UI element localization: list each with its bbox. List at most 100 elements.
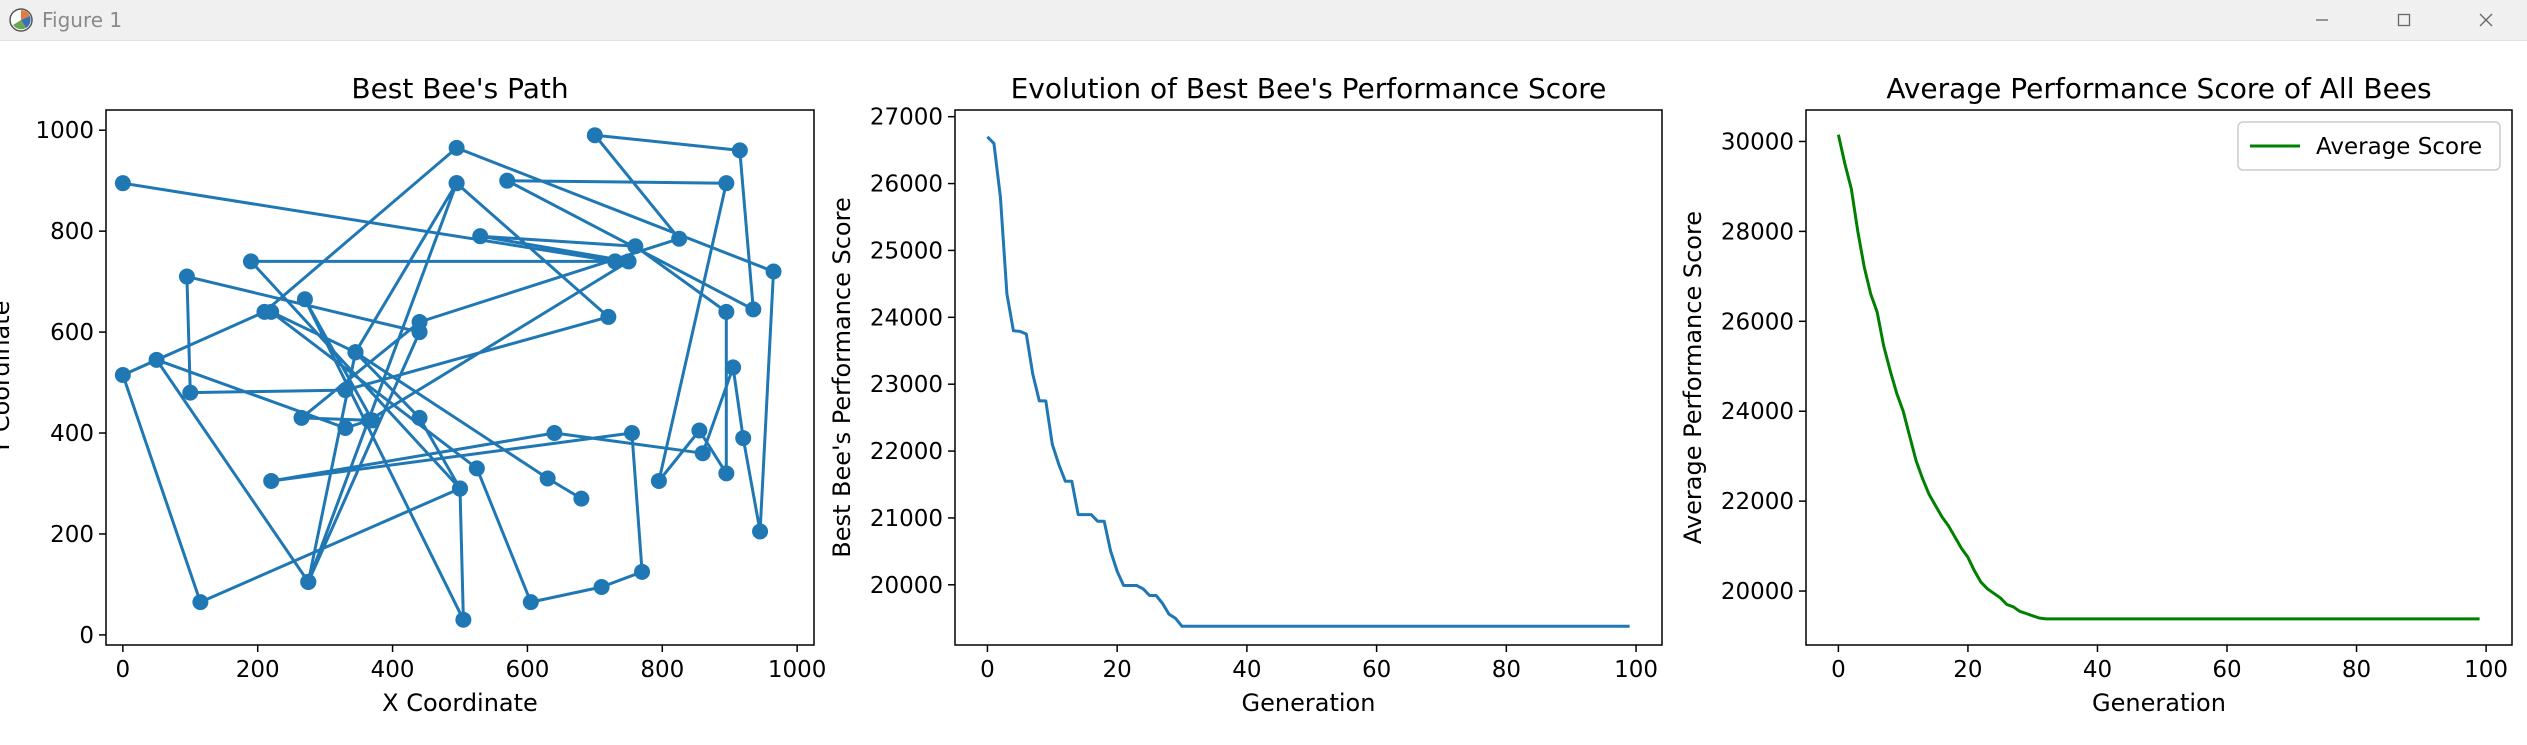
x-tick-label: 800 bbox=[640, 657, 684, 683]
y-tick-label: 30000 bbox=[1721, 129, 1794, 155]
chart-panel-2: Evolution of Best Bee's Performance Scor… bbox=[828, 72, 1663, 717]
data-point bbox=[573, 490, 590, 507]
data-point bbox=[468, 460, 485, 477]
y-tick-label: 20000 bbox=[870, 573, 943, 599]
y-tick-label: 26000 bbox=[870, 172, 943, 198]
x-axis-label: Generation bbox=[1242, 689, 1376, 717]
data-point bbox=[411, 313, 428, 330]
data-point bbox=[735, 430, 752, 447]
minimize-button[interactable] bbox=[2281, 0, 2363, 40]
series-line bbox=[121, 133, 775, 622]
data-point bbox=[360, 412, 377, 429]
y-tick-label: 20000 bbox=[1721, 579, 1794, 605]
data-point bbox=[694, 445, 711, 462]
y-tick-label: 27000 bbox=[870, 105, 943, 131]
y-axis-label: Average Performance Score bbox=[1679, 211, 1707, 544]
x-tick-label: 0 bbox=[980, 657, 995, 683]
data-point bbox=[752, 523, 769, 540]
data-point bbox=[650, 472, 667, 489]
minimize-icon bbox=[2316, 19, 2328, 21]
data-point bbox=[607, 253, 624, 270]
data-point bbox=[296, 291, 313, 308]
y-tick-label: 200 bbox=[50, 522, 94, 548]
x-tick-label: 60 bbox=[1362, 657, 1391, 683]
x-tick-label: 1000 bbox=[768, 657, 827, 683]
data-point bbox=[242, 253, 259, 270]
y-tick-label: 0 bbox=[79, 623, 94, 649]
data-point bbox=[148, 351, 165, 368]
series-line bbox=[986, 135, 1630, 628]
data-point bbox=[718, 303, 735, 320]
x-axis-label: Generation bbox=[2092, 689, 2226, 717]
axes-frame bbox=[1805, 109, 2513, 646]
y-tick-label: 21000 bbox=[870, 506, 943, 532]
x-tick-label: 20 bbox=[1953, 657, 1982, 683]
y-tick-label: 22000 bbox=[870, 439, 943, 465]
series-line bbox=[1836, 134, 2480, 621]
y-axis-label: Best Bee's Performance Score bbox=[828, 197, 856, 557]
data-point bbox=[300, 573, 317, 590]
x-tick-label: 80 bbox=[1492, 657, 1521, 683]
data-point bbox=[452, 480, 468, 497]
chart-panel-3: Average Performance Score of All Bees 0 20… bbox=[1679, 72, 2513, 717]
data-point bbox=[691, 422, 708, 439]
y-tick-label: 22000 bbox=[1721, 489, 1794, 515]
data-point bbox=[522, 594, 539, 611]
data-point bbox=[593, 578, 610, 595]
data-point bbox=[455, 611, 472, 628]
x-tick-label: 0 bbox=[116, 657, 131, 683]
data-point bbox=[539, 470, 556, 487]
close-button[interactable] bbox=[2445, 0, 2527, 40]
x-tick-label: 80 bbox=[2342, 657, 2371, 683]
data-point bbox=[731, 142, 748, 159]
close-icon bbox=[2479, 13, 2493, 27]
data-point bbox=[634, 563, 651, 580]
y-tick-label: 400 bbox=[50, 421, 94, 447]
x-tick-label: 40 bbox=[2083, 657, 2112, 683]
x-tick-label: 60 bbox=[2212, 657, 2241, 683]
legend: Average Score bbox=[2237, 121, 2501, 171]
data-point bbox=[114, 175, 131, 192]
maximize-icon bbox=[2397, 13, 2411, 27]
chart-panel-1: Best Bee's Path 0 200 400 600 800 1000 0 200 400 6… bbox=[0, 72, 826, 717]
data-point bbox=[627, 238, 644, 255]
matplotlib-icon bbox=[9, 8, 33, 32]
data-point bbox=[182, 384, 199, 401]
data-point bbox=[411, 409, 428, 426]
y-tick-label: 600 bbox=[50, 320, 94, 346]
x-tick-label: 400 bbox=[371, 657, 415, 683]
x-tick-label: 600 bbox=[505, 657, 549, 683]
data-point bbox=[256, 303, 273, 320]
legend-label: Average Score bbox=[2316, 134, 2482, 160]
legend-box bbox=[2237, 121, 2501, 171]
x-tick-label: 200 bbox=[236, 657, 280, 683]
chart-title: Average Performance Score of All Bees bbox=[1886, 72, 2431, 105]
data-point bbox=[671, 230, 688, 247]
data-point bbox=[263, 472, 280, 489]
data-point bbox=[718, 465, 735, 482]
data-point bbox=[448, 175, 465, 192]
data-point bbox=[337, 382, 354, 399]
window-titlebar: Figure 1 bbox=[0, 0, 2527, 41]
data-point bbox=[448, 139, 465, 156]
y-tick-label: 800 bbox=[50, 219, 94, 245]
y-tick-label: 23000 bbox=[870, 372, 943, 398]
x-tick-label: 40 bbox=[1232, 657, 1261, 683]
maximize-button[interactable] bbox=[2363, 0, 2445, 40]
y-axis-label: Y Coordinate bbox=[0, 301, 15, 456]
chart-title: Best Bee's Path bbox=[351, 72, 568, 105]
data-point bbox=[586, 127, 603, 144]
y-tick-label: 26000 bbox=[1721, 309, 1794, 335]
data-point bbox=[718, 175, 735, 192]
data-point bbox=[600, 308, 617, 325]
y-tick-label: 1000 bbox=[35, 118, 94, 144]
data-point bbox=[623, 425, 640, 442]
x-axis-label: X Coordinate bbox=[382, 689, 538, 717]
data-point bbox=[725, 359, 742, 376]
data-point bbox=[620, 253, 637, 270]
y-tick-label: 28000 bbox=[1721, 219, 1794, 245]
y-tick-label: 24000 bbox=[870, 305, 943, 331]
axes-frame bbox=[105, 109, 815, 646]
data-point bbox=[293, 409, 310, 426]
data-point bbox=[472, 228, 489, 245]
